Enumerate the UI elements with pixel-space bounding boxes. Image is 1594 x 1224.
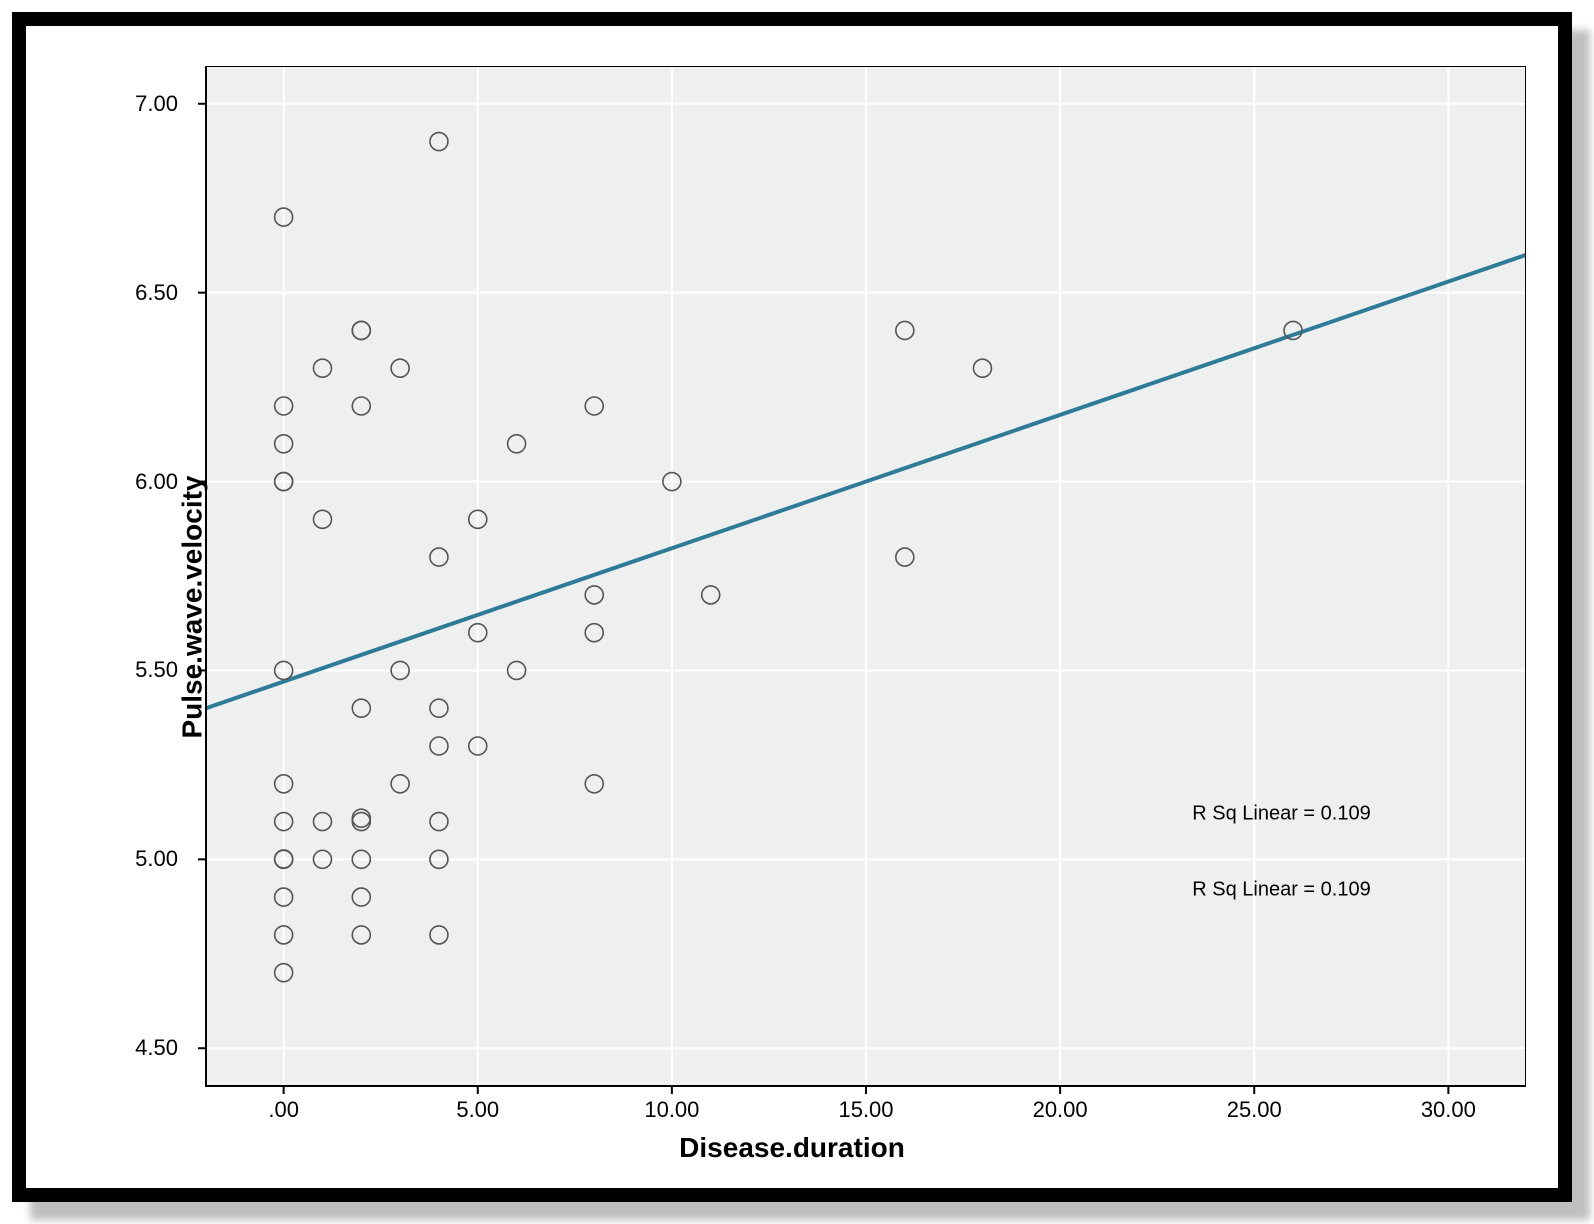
y-tick-labels: 4.50 5.00 5.50 6.00 6.50 7.00 <box>26 66 196 1086</box>
y-tick-label: 6.00 <box>135 469 178 495</box>
y-tick-label: 4.50 <box>135 1035 178 1061</box>
x-tick-label: 20.00 <box>1033 1097 1088 1123</box>
y-tick-label: 6.50 <box>135 280 178 306</box>
x-tick-label: 30.00 <box>1421 1097 1476 1123</box>
x-tick-label: 10.00 <box>644 1097 699 1123</box>
outer-frame: Pulse.wave.velocity Pulse.wave.velocity … <box>12 12 1572 1202</box>
annotations: R Sq Linear = 0.109 R Sq Linear = 0.109 <box>206 66 1526 1086</box>
x-tick-label: 5.00 <box>456 1097 499 1123</box>
x-tick-label: .00 <box>268 1097 299 1123</box>
y-tick-label: 5.50 <box>135 657 178 683</box>
y-tick-label: 7.00 <box>135 91 178 117</box>
x-tick-label: 15.00 <box>838 1097 893 1123</box>
chart-container: Pulse.wave.velocity Pulse.wave.velocity … <box>26 26 1558 1188</box>
y-tick-label: 5.00 <box>135 846 178 872</box>
r-squared-annotation: R Sq Linear = 0.109 <box>1192 878 1370 901</box>
x-tick-labels: .00 5.00 10.00 15.00 20.00 25.00 30.00 <box>206 1091 1526 1131</box>
x-tick-label: 25.00 <box>1227 1097 1282 1123</box>
r-squared-annotation: R Sq Linear = 0.109 <box>1192 803 1370 826</box>
x-axis-label-text: Disease.duration <box>679 1132 905 1163</box>
x-axis-label: Disease.duration <box>26 1132 1558 1164</box>
